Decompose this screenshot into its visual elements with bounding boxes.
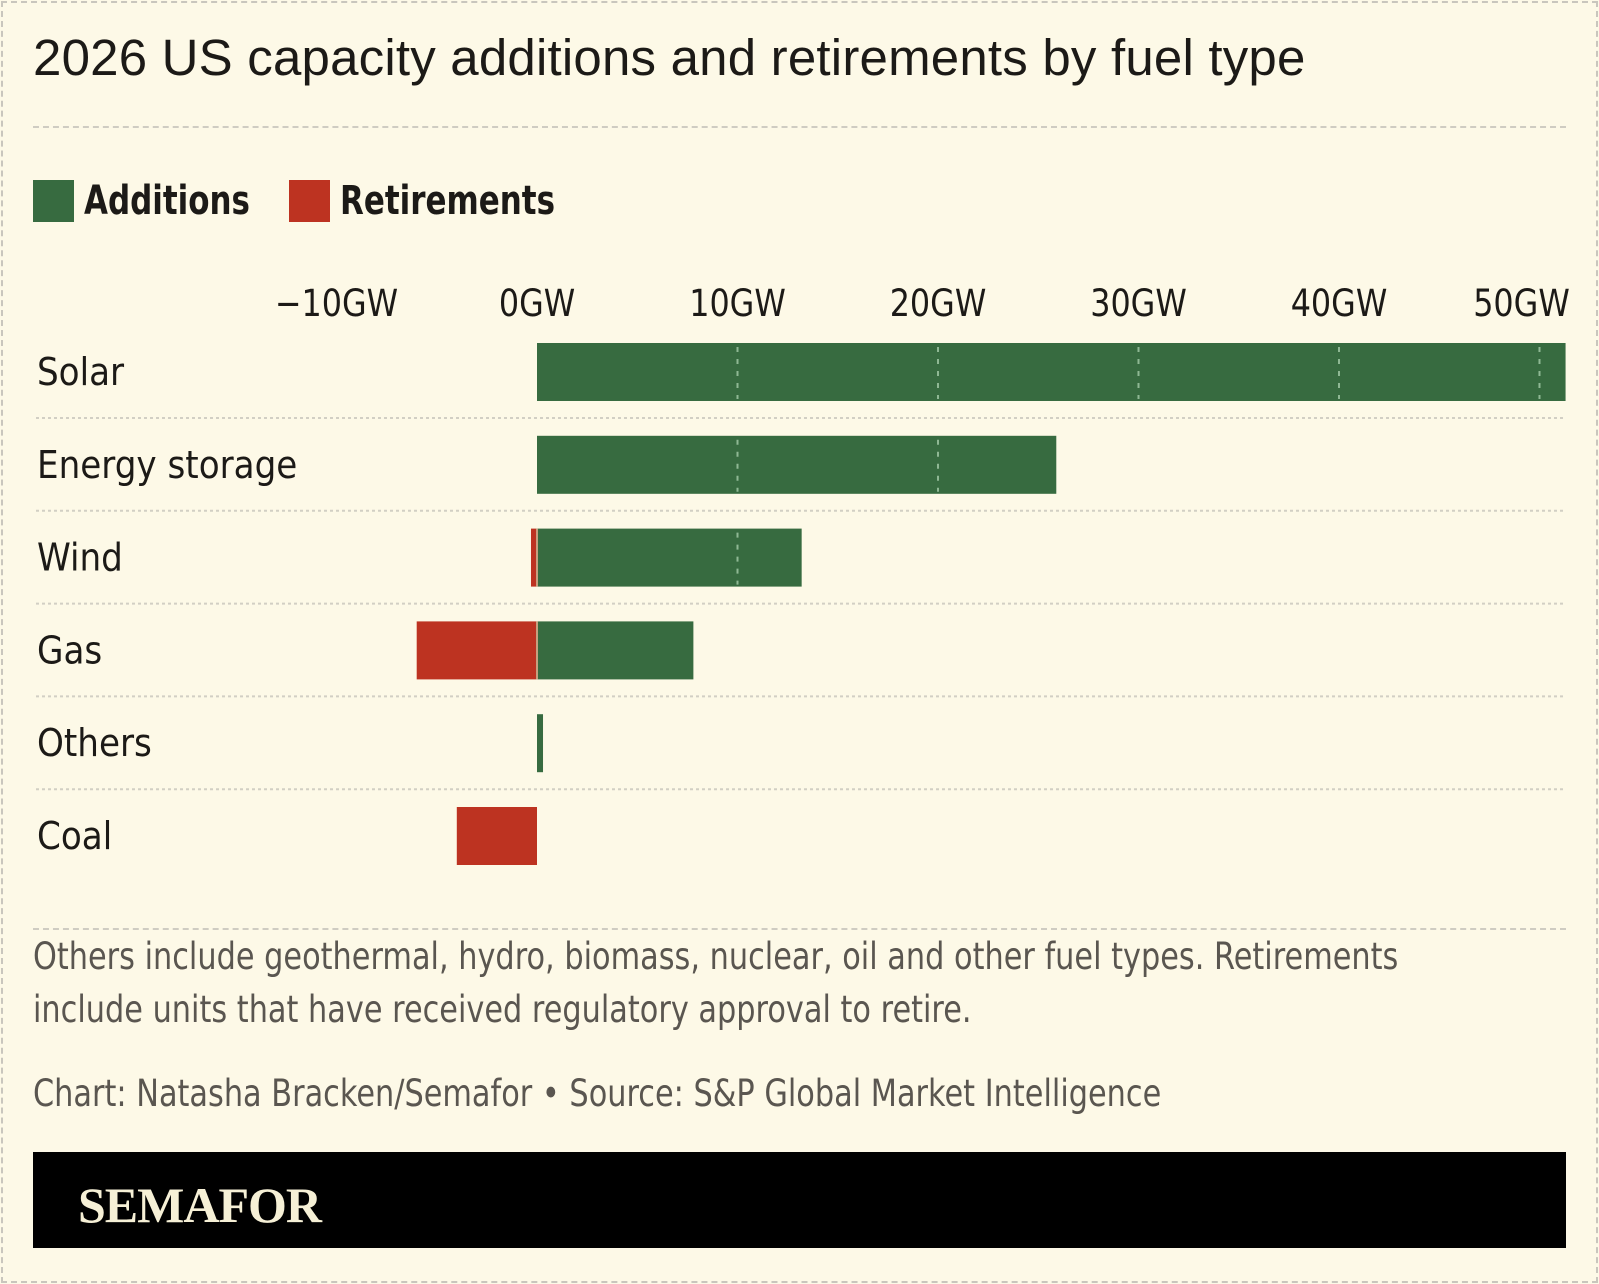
retirements-swatch (289, 180, 331, 222)
bar-retirements (530, 528, 537, 587)
brand-bar: SEMAFOR (33, 1152, 1566, 1248)
additions-swatch (33, 180, 74, 222)
legend-label-additions: Additions (84, 178, 250, 224)
chart-plot: −10GW 0GW 10GW 20GW 30GW 40GW 50GW Solar Energy… (36, 283, 1570, 865)
row-wind: Wind (37, 528, 802, 587)
x-tick-label: 30GW (1090, 283, 1187, 326)
row-solar: Solar (37, 343, 1566, 401)
chart-rows: Solar Energy storage Wind Gas Others Coal (36, 343, 1566, 865)
title-divider (33, 126, 1566, 128)
category-label: Solar (37, 349, 124, 394)
x-tick-label: 20GW (890, 283, 987, 326)
category-label: Gas (37, 628, 102, 673)
row-others: Others (37, 714, 544, 773)
category-label: Energy storage (37, 442, 297, 487)
chart-credit: Chart: Natasha Bracken/Semafor • Source:… (33, 1072, 1162, 1115)
bar-additions (537, 714, 544, 773)
semafor-logo: SEMAFOR (78, 1177, 322, 1233)
bar-additions (537, 435, 1057, 494)
legend-item-retirements: Retirements (289, 178, 590, 224)
footnote: Others include geothermal, hydro, biomas… (33, 930, 1399, 1036)
footnote-divider (33, 928, 1566, 930)
x-tick-label: 10GW (689, 283, 786, 326)
category-label: Others (37, 720, 152, 765)
bar-additions (537, 621, 694, 680)
bar-retirements (416, 621, 537, 680)
chart-title: 2026 US capacity additions and retiremen… (33, 29, 1306, 86)
footnote-line-1: Others include geothermal, hydro, biomas… (33, 935, 1399, 978)
x-tick-label: 40GW (1291, 283, 1388, 326)
x-tick-label: −10GW (275, 283, 398, 326)
x-tick-label: 0GW (499, 283, 575, 326)
bar-retirements (456, 807, 537, 865)
category-label: Wind (37, 535, 123, 580)
legend-label-retirements: Retirements (340, 178, 556, 224)
row-gas: Gas (37, 621, 694, 680)
legend: Additions Retirements (33, 178, 622, 224)
bar-additions (537, 343, 1566, 401)
bar-additions (537, 528, 802, 587)
row-energy-storage: Energy storage (37, 435, 1057, 494)
x-axis-ticks: −10GW 0GW 10GW 20GW 30GW 40GW 50GW (275, 283, 1570, 326)
row-coal: Coal (37, 807, 537, 865)
legend-item-additions: Additions (33, 178, 277, 224)
footnote-line-2: include units that have received regulat… (33, 988, 972, 1031)
x-tick-label: 50GW (1473, 283, 1570, 326)
category-label: Coal (37, 813, 112, 858)
